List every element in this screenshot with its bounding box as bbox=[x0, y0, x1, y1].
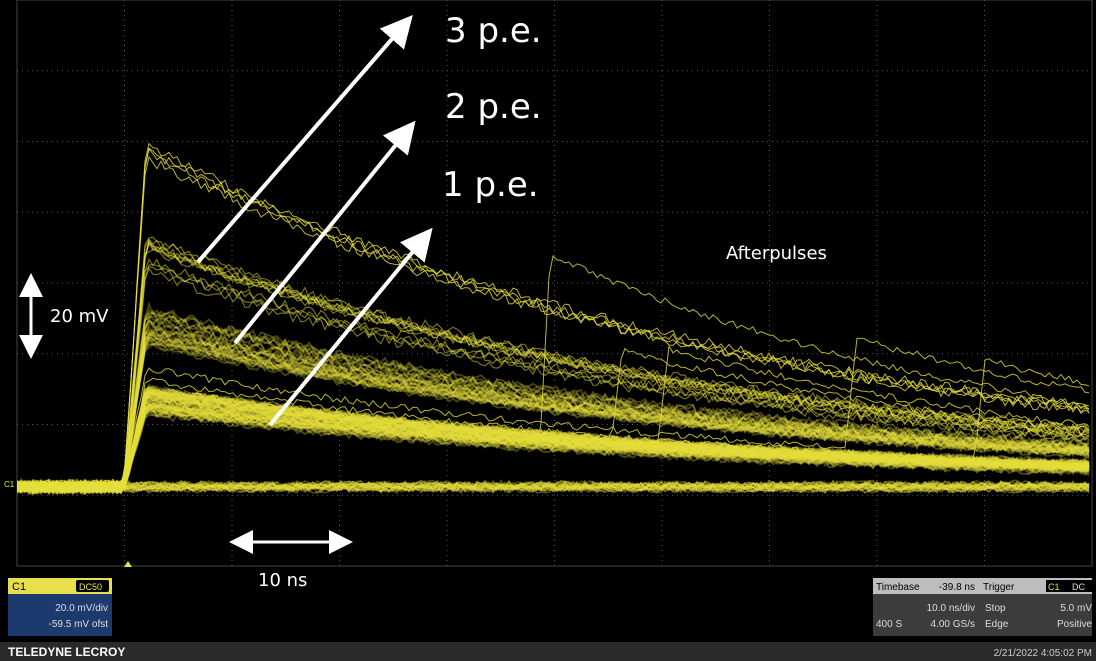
trace-marker: C1 bbox=[4, 480, 15, 489]
timebase-label: Timebase bbox=[876, 582, 920, 593]
brand: TELEDYNE LECROY bbox=[8, 645, 125, 659]
timebase-rate: 4.00 GS/s bbox=[931, 619, 975, 630]
timebase-tdiv: 10.0 ns/div bbox=[927, 603, 975, 614]
oscilloscope-screenshot: C1 3 p.e. 2 p.e. 1 p.e. Afterpulses 20 m… bbox=[0, 0, 1096, 661]
h-scale-label: 10 ns bbox=[258, 570, 307, 591]
channel-label: C1 bbox=[12, 581, 26, 593]
channel-offset: -59.5 mV ofst bbox=[49, 619, 109, 630]
screen bbox=[17, 0, 1092, 566]
label-1pe: 1 p.e. bbox=[442, 165, 539, 205]
trigger-label: Trigger bbox=[983, 582, 1015, 593]
label-3pe: 3 p.e. bbox=[445, 11, 542, 51]
trigger-type: Edge bbox=[985, 619, 1009, 630]
channel-coupling: DC50 bbox=[79, 582, 102, 592]
label-2pe: 2 p.e. bbox=[445, 87, 542, 127]
trigger-slope: Positive bbox=[1057, 619, 1092, 630]
datetime: 2/21/2022 4:05:02 PM bbox=[994, 648, 1092, 659]
footer-bar bbox=[0, 642, 1096, 661]
timebase-samples: 400 S bbox=[876, 619, 902, 630]
channel-vdiv: 20.0 mV/div bbox=[55, 603, 108, 614]
trigger-mode: Stop bbox=[985, 603, 1006, 614]
v-scale-label: 20 mV bbox=[50, 306, 109, 327]
trigger-channel: C1 bbox=[1048, 582, 1060, 592]
trigger-level: 5.0 mV bbox=[1060, 603, 1092, 614]
timebase-delay: -39.8 ns bbox=[939, 582, 975, 593]
label-afterpulses: Afterpulses bbox=[726, 243, 827, 264]
trigger-coupling: DC bbox=[1072, 582, 1085, 592]
